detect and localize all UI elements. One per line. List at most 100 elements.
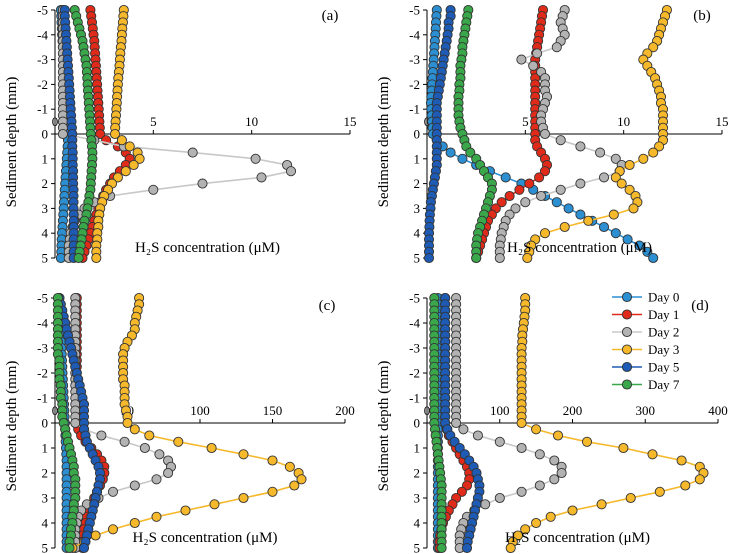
data-point <box>112 172 123 183</box>
data-point <box>456 486 467 497</box>
data-point <box>471 252 482 264</box>
data-point <box>610 153 621 164</box>
data-point <box>96 430 107 441</box>
data-point <box>552 430 564 441</box>
y-tick-label: 5 <box>414 541 421 554</box>
data-point <box>129 424 140 435</box>
data-point <box>500 172 511 183</box>
x-tick-label: 5 <box>150 114 157 129</box>
data-point <box>458 424 469 435</box>
data-point <box>648 42 659 53</box>
data-point <box>524 178 535 189</box>
y-tick-label: -5 <box>409 3 420 18</box>
legend: Day 0 Day 1 Day 2 Day 3 Day 5 Day 7 <box>612 290 680 392</box>
legend-label: Day 1 <box>648 307 679 322</box>
data-point <box>267 455 278 466</box>
x-tick-label: 5 <box>522 114 529 129</box>
series-day-7 <box>69 4 98 264</box>
x-tick-label: 400 <box>708 403 728 418</box>
data-point <box>472 430 483 441</box>
data-point <box>209 499 220 510</box>
data-point <box>187 147 198 158</box>
y-tick-label: 3 <box>42 491 49 506</box>
data-point <box>445 147 456 158</box>
data-point <box>267 486 278 497</box>
data-point <box>608 209 619 220</box>
legend-marker <box>621 379 633 390</box>
series-day-2 <box>451 292 567 554</box>
data-point <box>457 153 468 164</box>
series-day-7 <box>52 292 81 554</box>
data-point <box>129 480 140 491</box>
y-tick-label: -2 <box>409 77 420 92</box>
x-axis-title: H₂S concentration (μM) <box>507 240 652 256</box>
y-tick-label: 3 <box>42 201 49 216</box>
x-axis-title: H₂S concentration (μM) <box>505 530 650 546</box>
data-point <box>522 252 533 264</box>
data-point <box>78 542 90 554</box>
series-day-7 <box>453 4 497 264</box>
data-point <box>563 203 574 214</box>
series-day-5 <box>440 292 485 554</box>
data-point <box>109 128 121 140</box>
y-tick-label: -2 <box>409 366 420 381</box>
y-tick-label: 1 <box>414 441 421 456</box>
data-point <box>567 505 578 516</box>
data-point <box>461 542 473 554</box>
panel-tag: (b) <box>693 8 711 24</box>
data-point <box>556 467 567 479</box>
data-point <box>57 128 68 140</box>
data-point <box>289 480 300 491</box>
data-point <box>238 449 249 460</box>
legend-marker <box>621 291 633 303</box>
legend-item: Day 7 <box>612 377 680 392</box>
data-point <box>154 449 165 460</box>
series-day-5 <box>54 292 106 554</box>
data-point <box>534 480 545 491</box>
data-point <box>494 492 505 504</box>
y-tick-label: 2 <box>42 176 49 191</box>
data-point <box>598 221 610 233</box>
data-point <box>654 141 665 152</box>
y-tick-label: -4 <box>409 316 420 331</box>
data-point <box>539 128 551 140</box>
data-point <box>583 215 594 226</box>
data-point <box>64 542 75 554</box>
data-point <box>465 147 476 158</box>
data-point <box>144 430 155 441</box>
legend-label: Day 2 <box>648 325 679 340</box>
data-point <box>107 486 119 497</box>
y-tick-label: 2 <box>42 466 49 481</box>
data-point <box>625 492 636 504</box>
ylabel-panel-a: Sediment depth (mm) <box>4 77 20 208</box>
data-point <box>436 542 447 554</box>
y-tick-label: 0 <box>42 127 49 142</box>
series-day-5 <box>423 4 456 264</box>
y-tick-label: -3 <box>37 52 48 67</box>
legend-label: Day 5 <box>648 360 679 375</box>
data-point <box>551 42 562 53</box>
data-point <box>539 166 551 177</box>
data-point <box>134 153 145 164</box>
x-tick-label: 0 <box>52 114 59 129</box>
y-tick-label: 4 <box>414 226 421 241</box>
y-tick-label: 0 <box>414 127 421 142</box>
data-point <box>494 436 505 447</box>
data-point <box>180 505 191 516</box>
y-tick-label: 0 <box>414 416 421 431</box>
y-tick-label: -4 <box>37 27 48 42</box>
data-point <box>648 252 659 264</box>
y-tick-label: -1 <box>409 391 420 406</box>
x-tick-label: 15 <box>716 114 729 129</box>
data-point <box>532 48 543 59</box>
y-tick-label: -4 <box>37 316 48 331</box>
data-point <box>642 246 653 257</box>
y-tick-label: 1 <box>42 441 49 456</box>
data-point <box>122 417 133 429</box>
data-point <box>545 511 556 522</box>
data-point <box>197 178 208 189</box>
data-point <box>654 486 665 497</box>
series-day-3 <box>67 292 307 554</box>
data-point <box>531 424 542 435</box>
